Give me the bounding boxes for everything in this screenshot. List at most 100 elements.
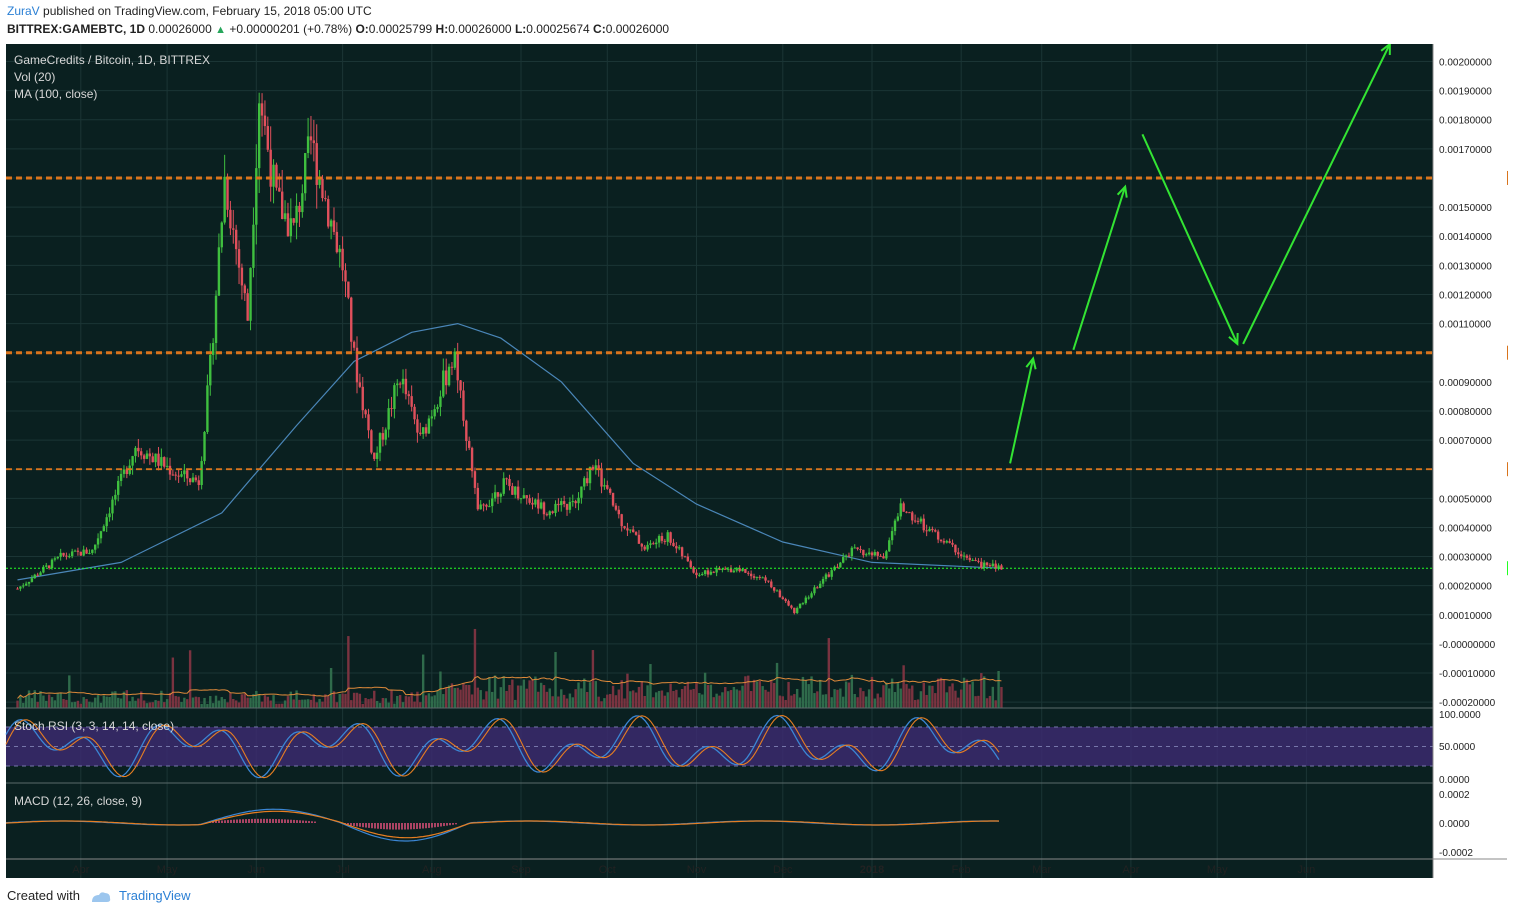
candle-body bbox=[525, 495, 528, 499]
volume-bar bbox=[951, 683, 954, 708]
volume-bar bbox=[134, 700, 137, 708]
candle-body bbox=[352, 341, 356, 348]
volume-bar bbox=[798, 697, 802, 708]
candle-body bbox=[824, 574, 828, 579]
volume-bar bbox=[381, 697, 385, 708]
author-link[interactable]: ZuraV bbox=[7, 4, 40, 18]
candle-body bbox=[672, 542, 675, 547]
volume-bar bbox=[839, 688, 842, 708]
projection-arrows bbox=[1009, 44, 1391, 464]
axis-tick-label: 0.00180000 bbox=[1439, 116, 1492, 127]
candle-body bbox=[321, 178, 324, 199]
volume-bar bbox=[99, 702, 103, 708]
volume-bar bbox=[341, 693, 344, 708]
candle-body bbox=[335, 231, 339, 253]
volume-bar bbox=[672, 691, 675, 708]
volume-bar bbox=[398, 695, 402, 708]
candle-body bbox=[191, 477, 195, 483]
candle-body bbox=[876, 552, 879, 556]
candle-body bbox=[772, 587, 776, 591]
candle-body bbox=[436, 406, 439, 410]
volume-bar bbox=[562, 694, 566, 708]
candle-body bbox=[157, 453, 160, 466]
volume-bar bbox=[419, 702, 422, 708]
candle-body bbox=[936, 531, 940, 540]
volume-bar bbox=[234, 700, 238, 708]
candle-body bbox=[980, 561, 983, 568]
candle-body bbox=[545, 514, 549, 516]
legend: GameCredits / Bitcoin, 1D, BITTREX Vol (… bbox=[14, 53, 210, 808]
candle-body bbox=[816, 587, 819, 589]
volume-bar bbox=[168, 692, 172, 708]
volume-bar bbox=[594, 681, 597, 708]
volume-bar bbox=[600, 701, 603, 708]
volume-bar bbox=[905, 684, 908, 708]
candle-body bbox=[163, 457, 166, 467]
volume-bar bbox=[442, 694, 445, 708]
candle-body bbox=[749, 573, 753, 577]
volume-bar bbox=[459, 689, 462, 708]
candle-body bbox=[476, 487, 480, 510]
candle-body bbox=[807, 597, 810, 599]
volume-bar bbox=[721, 692, 724, 708]
axis-tick-label: 0.00040000 bbox=[1439, 523, 1492, 534]
volume-bar bbox=[373, 690, 376, 708]
volume-bar bbox=[240, 694, 244, 708]
volume-bar bbox=[928, 685, 931, 708]
candle-body bbox=[27, 581, 31, 584]
candle-body bbox=[997, 565, 1000, 569]
volume-bar bbox=[991, 686, 995, 708]
candle-body bbox=[298, 205, 301, 213]
axis-tick-label: 0.00120000 bbox=[1439, 290, 1492, 301]
volume-bar bbox=[315, 702, 318, 708]
candle-body bbox=[801, 603, 805, 605]
volume-bar bbox=[885, 682, 888, 708]
volume-bar bbox=[698, 693, 701, 708]
candle-body bbox=[991, 563, 995, 567]
volume-bar bbox=[246, 697, 249, 708]
candle-body bbox=[148, 453, 152, 457]
candle-body bbox=[919, 518, 923, 522]
candle-body bbox=[675, 546, 678, 549]
volume-bar bbox=[862, 691, 865, 708]
candle-body bbox=[729, 568, 733, 573]
tradingview-link[interactable]: TradingView bbox=[119, 888, 191, 903]
open-label: O: bbox=[355, 22, 369, 36]
volume-bar bbox=[888, 688, 891, 708]
volume-bar bbox=[165, 699, 169, 708]
candle-body bbox=[982, 562, 986, 568]
candle-body bbox=[865, 554, 868, 556]
candle-body bbox=[278, 187, 281, 192]
candle-body bbox=[470, 447, 474, 472]
candle-body bbox=[594, 465, 597, 470]
candle-body bbox=[237, 249, 241, 268]
volume-bar bbox=[122, 691, 126, 708]
volume-bar bbox=[260, 701, 264, 708]
candle-body bbox=[292, 218, 295, 223]
volume-bar bbox=[675, 689, 678, 708]
candle-body bbox=[347, 281, 350, 298]
low-label: L: bbox=[514, 22, 527, 36]
volume-bar bbox=[183, 697, 186, 708]
volume-bar bbox=[931, 685, 934, 708]
macd-signal-line bbox=[5, 810, 999, 839]
axis-tick-label: 0.00030000 bbox=[1439, 553, 1492, 564]
candle-body bbox=[197, 480, 200, 486]
volume-bar bbox=[255, 690, 258, 708]
candle-body bbox=[689, 561, 692, 568]
volume-bar bbox=[781, 696, 784, 708]
candle-body bbox=[793, 607, 796, 614]
volume-bar bbox=[479, 690, 482, 708]
chart-canvas[interactable]: 0.001600000.001000000.000600000.00026000… bbox=[0, 44, 1513, 880]
candle-body bbox=[407, 394, 410, 397]
time-axis-label: Nov bbox=[687, 864, 707, 876]
candle-body bbox=[954, 544, 957, 553]
volume-bar bbox=[793, 694, 796, 708]
candle-body bbox=[611, 492, 615, 506]
volume-bar bbox=[289, 691, 293, 708]
candle-body bbox=[131, 456, 134, 466]
candle-body bbox=[154, 453, 157, 463]
candle-body bbox=[537, 499, 540, 509]
volume-bar bbox=[96, 695, 100, 708]
candle-body bbox=[617, 509, 621, 515]
